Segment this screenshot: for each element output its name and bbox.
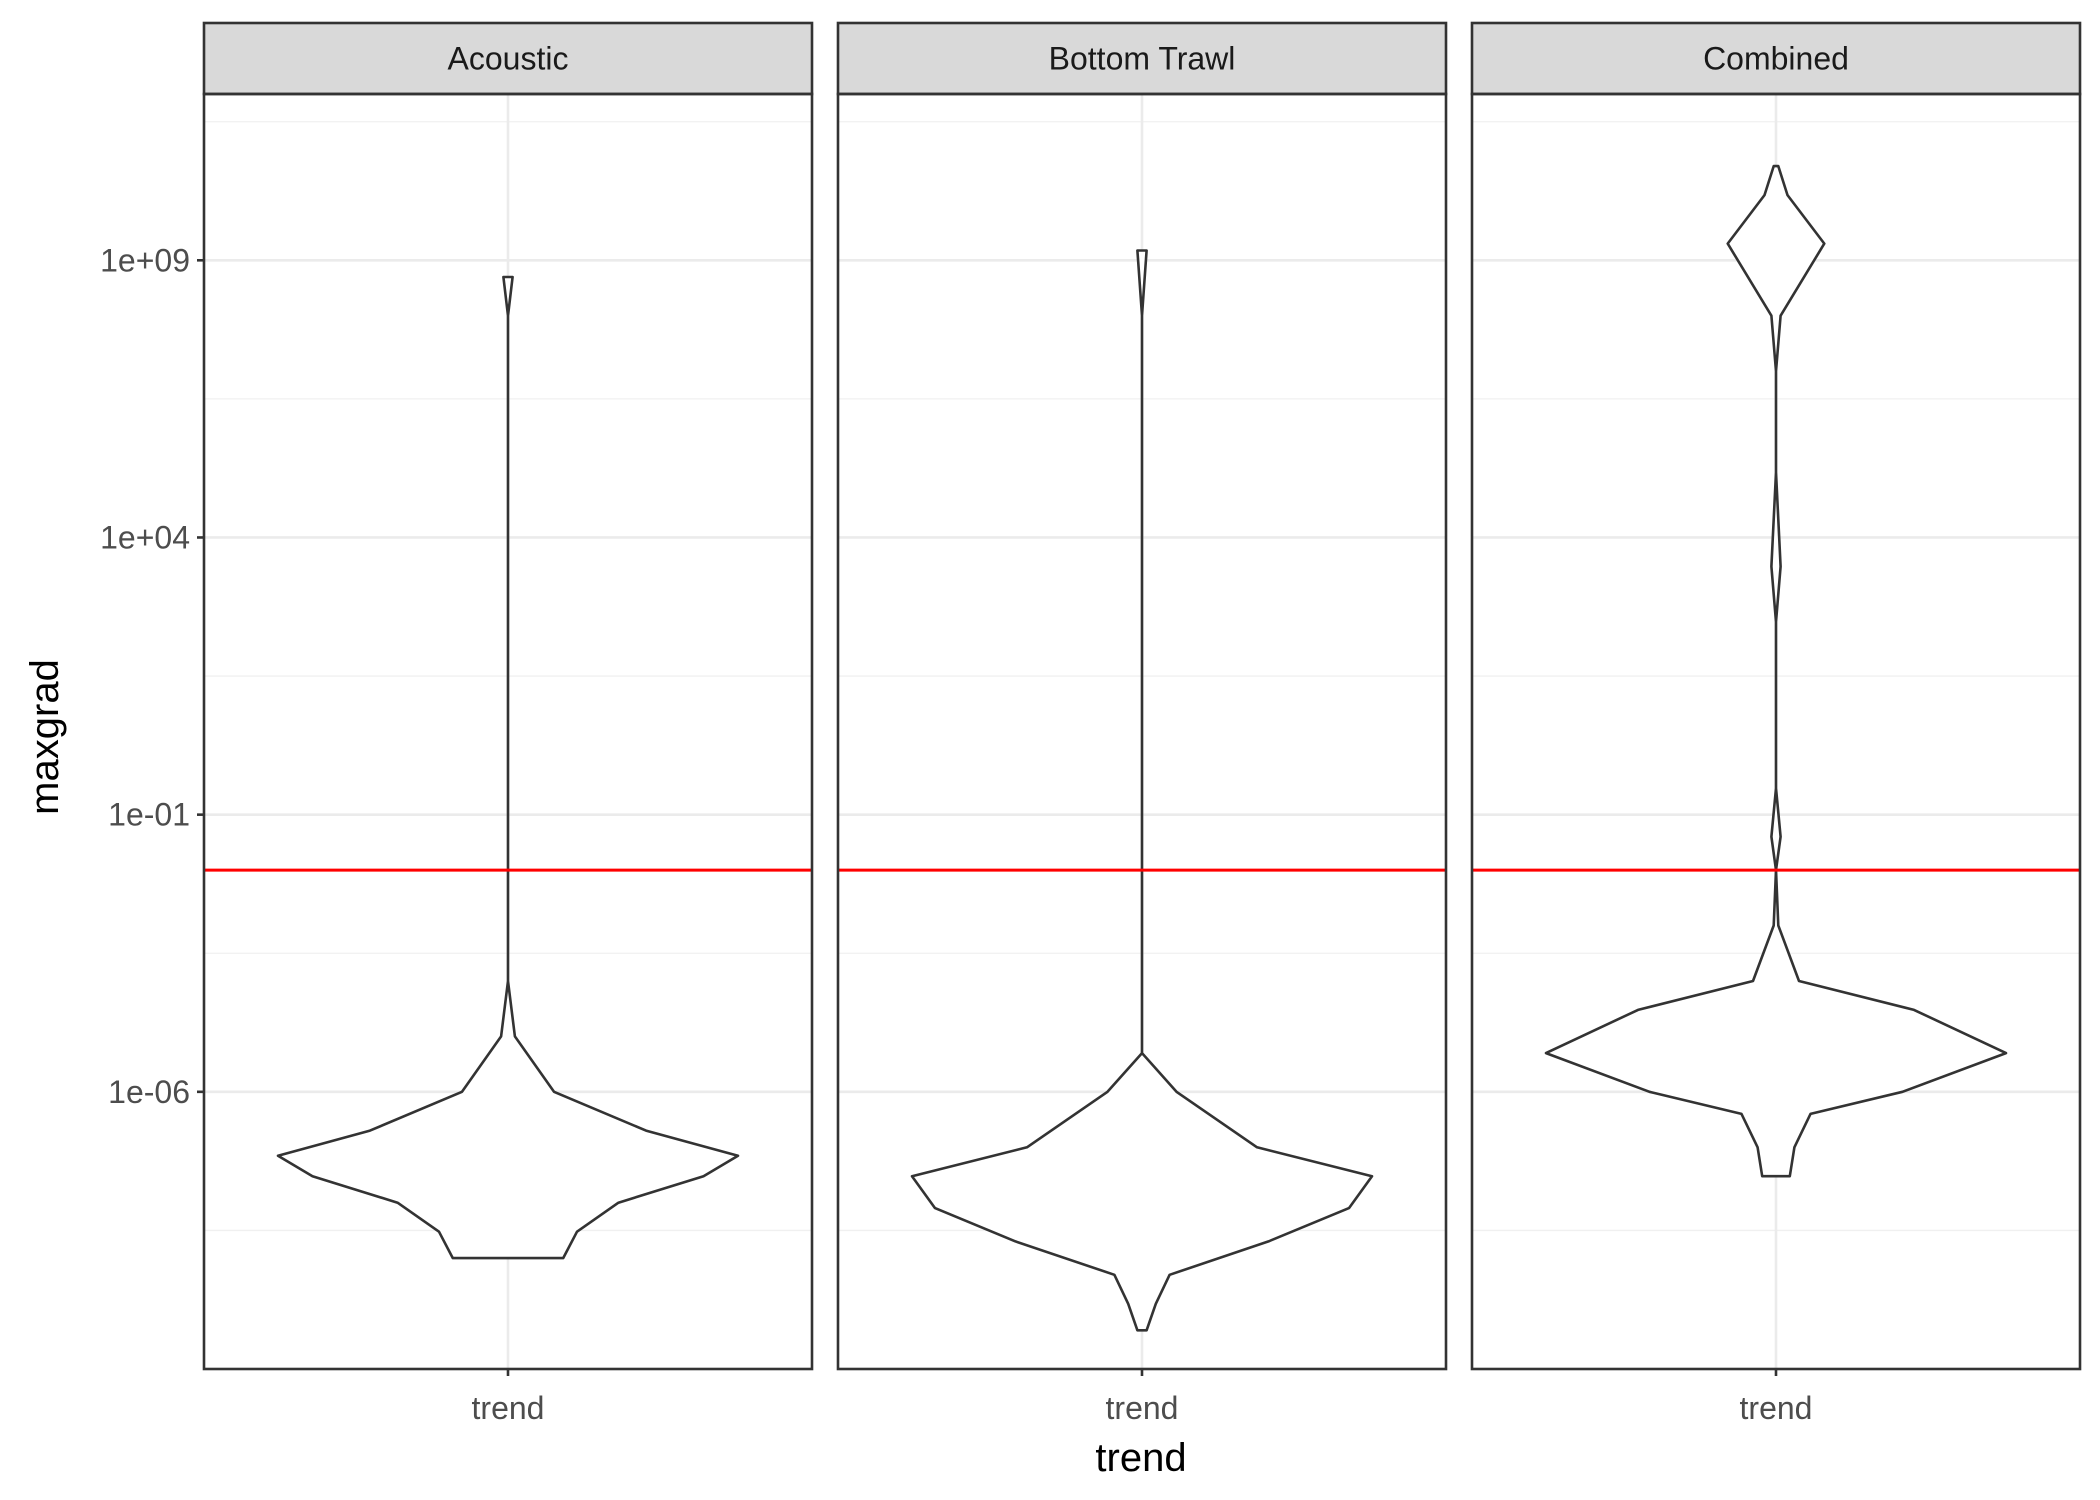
facet-panels: Acoustic trend Bottom Trawl trend Combined tr…	[202, 21, 2082, 1426]
facet-strip-label: Bottom Trawl	[1049, 41, 1236, 77]
facet-panel: Bottom Trawl trend	[836, 21, 1448, 1426]
x-tick-label: trend	[1106, 1390, 1179, 1426]
facet-panel: Acoustic trend	[202, 21, 814, 1426]
x-axis-title: trend	[1095, 1436, 1186, 1480]
x-tick-label: trend	[472, 1390, 545, 1426]
y-tick-label: 1e-01	[108, 797, 190, 833]
facet-strip-label: Acoustic	[448, 41, 569, 77]
violin-shape	[910, 249, 1374, 1332]
violin-shape	[1544, 164, 2008, 1178]
y-tick-label: 1e+09	[100, 242, 190, 278]
x-tick-label: trend	[1740, 1390, 1813, 1426]
violin-shape	[276, 275, 740, 1260]
facet-panel: Combined trend	[1470, 21, 2082, 1426]
y-axis-title: maxgrad	[23, 659, 67, 815]
facet-strip	[1470, 21, 2082, 96]
y-axis: 1e-06 1e-01 1e+04 1e+09	[100, 242, 204, 1110]
facet-strip-label: Combined	[1703, 41, 1849, 77]
y-tick-label: 1e+04	[100, 519, 190, 555]
facet-strip	[202, 21, 814, 96]
y-tick-label: 1e-06	[108, 1074, 190, 1110]
